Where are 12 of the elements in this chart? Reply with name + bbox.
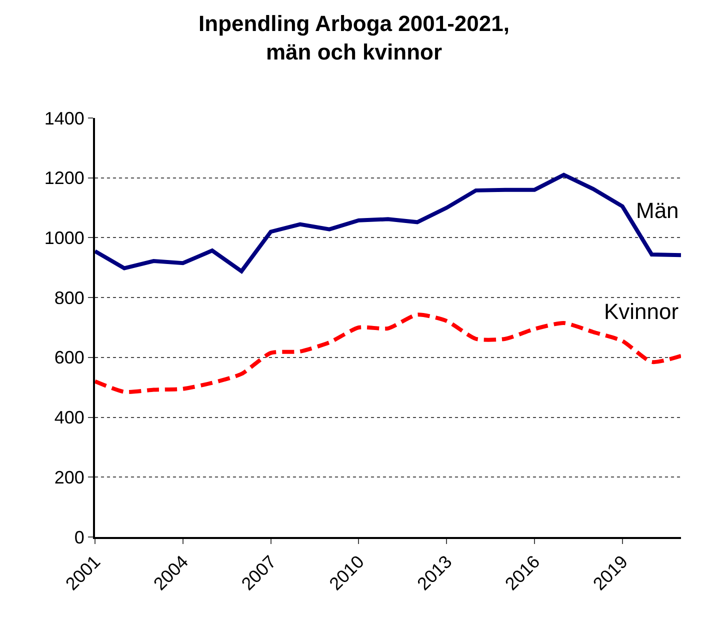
y-tick-label: 400 bbox=[54, 408, 84, 428]
y-tick-label: 800 bbox=[54, 288, 84, 308]
series-label: Kvinnor bbox=[604, 299, 679, 324]
series-label: Män bbox=[636, 198, 679, 223]
y-tick-label: 1400 bbox=[44, 108, 84, 128]
y-tick-label: 600 bbox=[54, 348, 84, 368]
chart-title: Inpendling Arboga 2001-2021, män och kvinnor bbox=[198, 10, 510, 65]
y-tick-label: 1000 bbox=[44, 228, 84, 248]
y-tick-label: 1200 bbox=[44, 168, 84, 188]
y-tick-label: 200 bbox=[54, 467, 84, 488]
y-tick-label: 0 bbox=[74, 527, 84, 548]
line-series bbox=[95, 172, 681, 274]
